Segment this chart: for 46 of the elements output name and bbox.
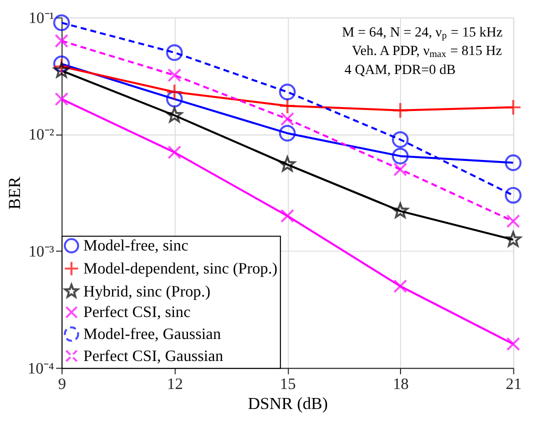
point bbox=[53, 14, 70, 32]
legend-label: Model-dependent, sinc (Prop.) bbox=[83, 260, 278, 278]
point bbox=[393, 279, 408, 294]
legend-label: Model-free, sinc bbox=[83, 238, 188, 255]
point bbox=[279, 156, 296, 172]
y-axis-title: BER bbox=[4, 176, 24, 210]
point bbox=[54, 62, 70, 78]
point bbox=[505, 231, 522, 247]
point bbox=[166, 90, 183, 108]
point bbox=[166, 44, 183, 61]
x-tick-label: 9 bbox=[58, 376, 66, 394]
point bbox=[279, 97, 296, 114]
point bbox=[168, 68, 182, 82]
legend-label: Perfect CSI, sinc bbox=[83, 304, 191, 322]
point bbox=[54, 34, 68, 48]
annotation: 4 QAM, PDR=0 dB bbox=[344, 63, 456, 78]
point bbox=[392, 148, 409, 164]
x-tick-label: 15 bbox=[280, 376, 296, 394]
point bbox=[54, 92, 68, 106]
x-tick-label: 21 bbox=[506, 376, 522, 394]
legend-label: Hybrid, sinc (Prop.) bbox=[83, 283, 210, 300]
y-tick-label: 10⁻² bbox=[28, 126, 54, 144]
x-tick-label: 12 bbox=[167, 376, 183, 394]
point bbox=[279, 84, 296, 100]
point bbox=[279, 124, 296, 142]
point bbox=[506, 214, 520, 228]
point bbox=[166, 107, 182, 122]
legend-label: Model-free, Gaussian bbox=[83, 326, 221, 344]
point bbox=[506, 337, 520, 351]
x-axis-title: DSNR (dB) bbox=[248, 394, 328, 414]
y-tick-label: 10⁻⁴ bbox=[28, 360, 55, 378]
point bbox=[392, 202, 408, 218]
y-tick-label: 10⁻³ bbox=[28, 243, 54, 260]
point bbox=[393, 162, 408, 176]
point bbox=[280, 208, 294, 223]
legend-label: Perfect CSI, Gaussian bbox=[83, 348, 224, 365]
point bbox=[166, 84, 183, 100]
point bbox=[392, 102, 409, 119]
x-tick-label: 18 bbox=[392, 376, 409, 394]
point bbox=[392, 131, 409, 148]
point bbox=[504, 98, 522, 116]
point bbox=[168, 145, 182, 160]
point bbox=[504, 154, 522, 172]
point bbox=[504, 186, 522, 204]
y-tick-label: 10⁻¹ bbox=[28, 10, 54, 27]
point bbox=[280, 112, 294, 126]
